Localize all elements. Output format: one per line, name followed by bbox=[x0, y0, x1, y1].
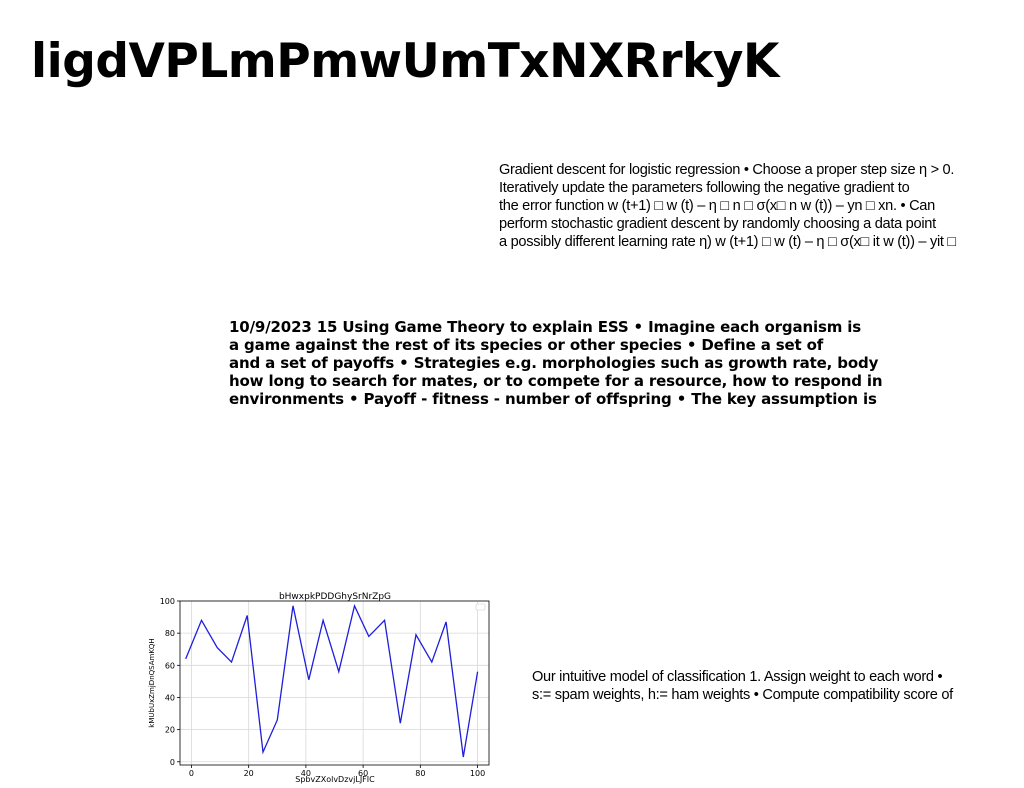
text-line: a game against the rest of its species o… bbox=[229, 336, 824, 354]
text-line: 10/9/2023 15 Using Game Theory to explai… bbox=[229, 318, 862, 336]
x-tick-label: 40 bbox=[301, 769, 311, 778]
legend-box bbox=[475, 603, 486, 611]
chart-y-axis-label: kMUbUxZmjDnQSAmKQH bbox=[148, 638, 156, 727]
gradient-descent-text-block: Gradient descent for logistic regression… bbox=[499, 161, 956, 251]
text-line: environments • Payoff - fitness - number… bbox=[229, 390, 877, 408]
y-tick-label: 60 bbox=[165, 661, 175, 670]
chart-title: bHwxpkPDDGhySrNrZpG bbox=[279, 592, 391, 602]
plot-frame bbox=[179, 600, 490, 766]
text-line: Gradient descent for logistic regression… bbox=[499, 162, 955, 178]
x-tick-label: 0 bbox=[189, 769, 194, 778]
ess-text-block: 10/9/2023 15 Using Game Theory to explai… bbox=[229, 318, 883, 408]
line-chart: bHwxpkPDDGhySrNrZpG SpbvZXolvDzvjLJFIC k… bbox=[140, 587, 500, 787]
classification-text-block: Our intuitive model of classification 1.… bbox=[532, 668, 953, 704]
text-line: Our intuitive model of classification 1.… bbox=[532, 669, 943, 685]
text-line: Iteratively update the parameters follow… bbox=[499, 180, 910, 196]
text-line: how long to search for mates, or to comp… bbox=[229, 372, 883, 390]
series-line bbox=[185, 603, 479, 758]
text-line: perform stochastic gradient descent by r… bbox=[499, 216, 936, 232]
page-title: ligdVPLmPmwUmTxNXRrkyK bbox=[31, 34, 779, 89]
x-tick-label: 60 bbox=[358, 769, 368, 778]
plot-area bbox=[180, 601, 489, 765]
line-chart-svg: bHwxpkPDDGhySrNrZpG SpbvZXolvDzvjLJFIC k… bbox=[148, 592, 490, 784]
x-tick-label: 20 bbox=[244, 769, 254, 778]
y-tick-label: 20 bbox=[165, 726, 175, 735]
text-line: and a set of payoffs • Strategies e.g. m… bbox=[229, 354, 879, 372]
text-line: the error function w (t+1) □ w (t) – η □… bbox=[499, 198, 935, 214]
y-tick-label: 40 bbox=[165, 693, 175, 702]
chart-x-axis-label: SpbvZXolvDzvjLJFIC bbox=[295, 775, 375, 784]
x-tick-label: 100 bbox=[470, 769, 485, 778]
y-tick-label: 80 bbox=[165, 629, 175, 638]
y-tick-label: 0 bbox=[170, 758, 175, 767]
y-tick-label: 100 bbox=[160, 597, 175, 606]
x-tick-label: 80 bbox=[415, 769, 425, 778]
text-line: a possibly different learning rate η) w … bbox=[499, 234, 956, 250]
text-line: s:= spam weights, h:= ham weights • Comp… bbox=[532, 687, 953, 703]
